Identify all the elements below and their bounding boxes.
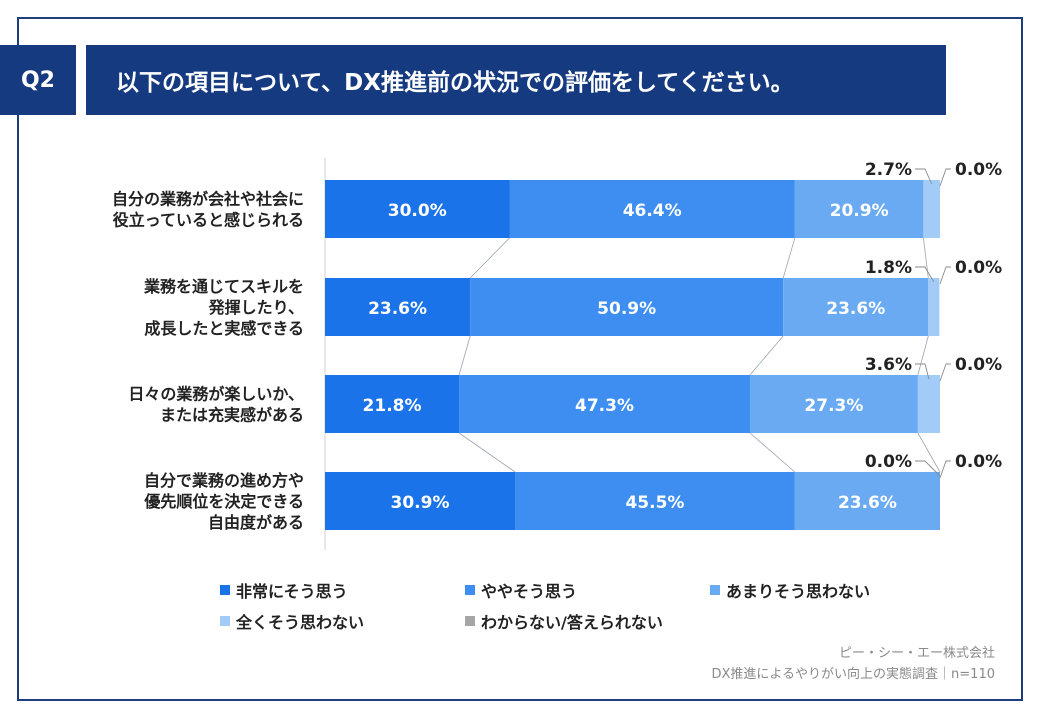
category-label: 自分で業務の進め方や	[144, 471, 304, 490]
legend-swatch	[710, 585, 720, 595]
legend-swatch	[465, 616, 475, 626]
bar-segment	[325, 375, 460, 433]
leader-line	[915, 363, 930, 380]
bar-segment	[325, 180, 510, 238]
bar-segment	[509, 180, 795, 238]
legend-label: 全くそう思わない	[236, 613, 365, 632]
legend-swatch	[220, 585, 230, 595]
category-label: 優先順位を決定できる	[143, 492, 304, 511]
leader-line	[939, 363, 951, 382]
bar-segment	[783, 278, 929, 336]
data-label: 0.0%	[865, 452, 912, 472]
category-label: 発揮したり、	[208, 298, 304, 317]
legend-label: ややそう思う	[481, 582, 578, 601]
category-label: 自由度がある	[208, 513, 304, 532]
data-label: 2.7%	[865, 160, 912, 180]
connector-line	[749, 335, 784, 376]
data-label: 30.9%	[391, 493, 450, 513]
data-label: 45.5%	[625, 493, 684, 513]
leader-line	[915, 266, 935, 283]
bar-segment	[749, 375, 918, 433]
leader-line	[915, 168, 933, 185]
legend-swatch	[465, 585, 475, 595]
leader-line	[939, 168, 951, 187]
bar-segment	[794, 180, 924, 238]
data-label: 47.3%	[575, 396, 634, 416]
bar-segment	[470, 278, 784, 336]
legend-item-somewhat: ややそう思う	[465, 578, 577, 602]
data-label: 30.0%	[388, 201, 447, 221]
bar-segment	[325, 472, 516, 530]
bar-segment	[923, 180, 940, 238]
data-label: 3.6%	[865, 355, 912, 375]
connector-line	[458, 335, 471, 376]
connector-line	[782, 237, 796, 279]
data-label: 46.4%	[623, 201, 682, 221]
bar-segment	[325, 278, 471, 336]
legend-item-unknown: わからない/答えられない	[465, 609, 663, 633]
question-badge: Q2	[0, 45, 76, 115]
category-label: 業務を通じてスキルを	[143, 277, 304, 296]
legend-item-very-much: 非常にそう思う	[220, 578, 348, 602]
data-label: 21.8%	[363, 396, 422, 416]
data-label: 20.9%	[830, 201, 889, 221]
category-label: 成長したと実感できる	[144, 319, 304, 338]
data-label: 23.6%	[368, 299, 427, 319]
legend-item-not-much: あまりそう思わない	[710, 578, 870, 602]
question-title: 以下の項目について、DX推進前の状況での評価をしてください。	[86, 45, 946, 115]
bar-segment	[459, 375, 750, 433]
category-label: 日々の業務が楽しいか、	[128, 385, 304, 404]
connector-line	[749, 432, 796, 473]
connector-line	[917, 432, 941, 473]
bar-segment	[515, 472, 795, 530]
connector-line	[917, 335, 929, 376]
data-label: 0.0%	[955, 160, 1002, 180]
connector-line	[469, 237, 510, 279]
data-label: 50.9%	[597, 299, 656, 319]
survey-info: DX推進によるやりがい向上の実態調査｜n=110	[711, 667, 995, 682]
data-label: 0.0%	[955, 258, 1002, 278]
legend-label: 非常にそう思う	[236, 582, 348, 601]
legend-label: あまりそう思わない	[726, 582, 871, 601]
category-label: 役立っていると感じられる	[113, 211, 304, 230]
data-label: 27.3%	[804, 396, 863, 416]
data-label: 0.0%	[955, 355, 1002, 375]
leader-line	[939, 266, 951, 285]
company-name: ピー・シー・エー株式会社	[838, 646, 995, 661]
leader-line	[939, 460, 951, 479]
legend-item-not-at-all: 全くそう思わない	[220, 609, 364, 633]
source-note: ピー・シー・エー株式会社 DX推進によるやりがい向上の実態調査｜n=110	[712, 643, 995, 685]
legend-swatch	[220, 616, 230, 626]
bar-segment	[917, 375, 940, 433]
chart-frame	[17, 17, 1023, 701]
data-label: 23.6%	[826, 299, 885, 319]
data-label: 23.6%	[838, 493, 897, 513]
bar-segment	[928, 278, 940, 336]
category-label: 自分の業務が会社や社会に	[112, 190, 304, 209]
legend-label: わからない/答えられない	[481, 613, 663, 632]
category-label: または充実感がある	[160, 406, 304, 425]
bar-segment	[794, 472, 940, 530]
data-label: 0.0%	[955, 452, 1002, 472]
connector-line	[458, 432, 516, 473]
data-label: 1.8%	[865, 258, 912, 278]
leader-line	[915, 460, 941, 477]
